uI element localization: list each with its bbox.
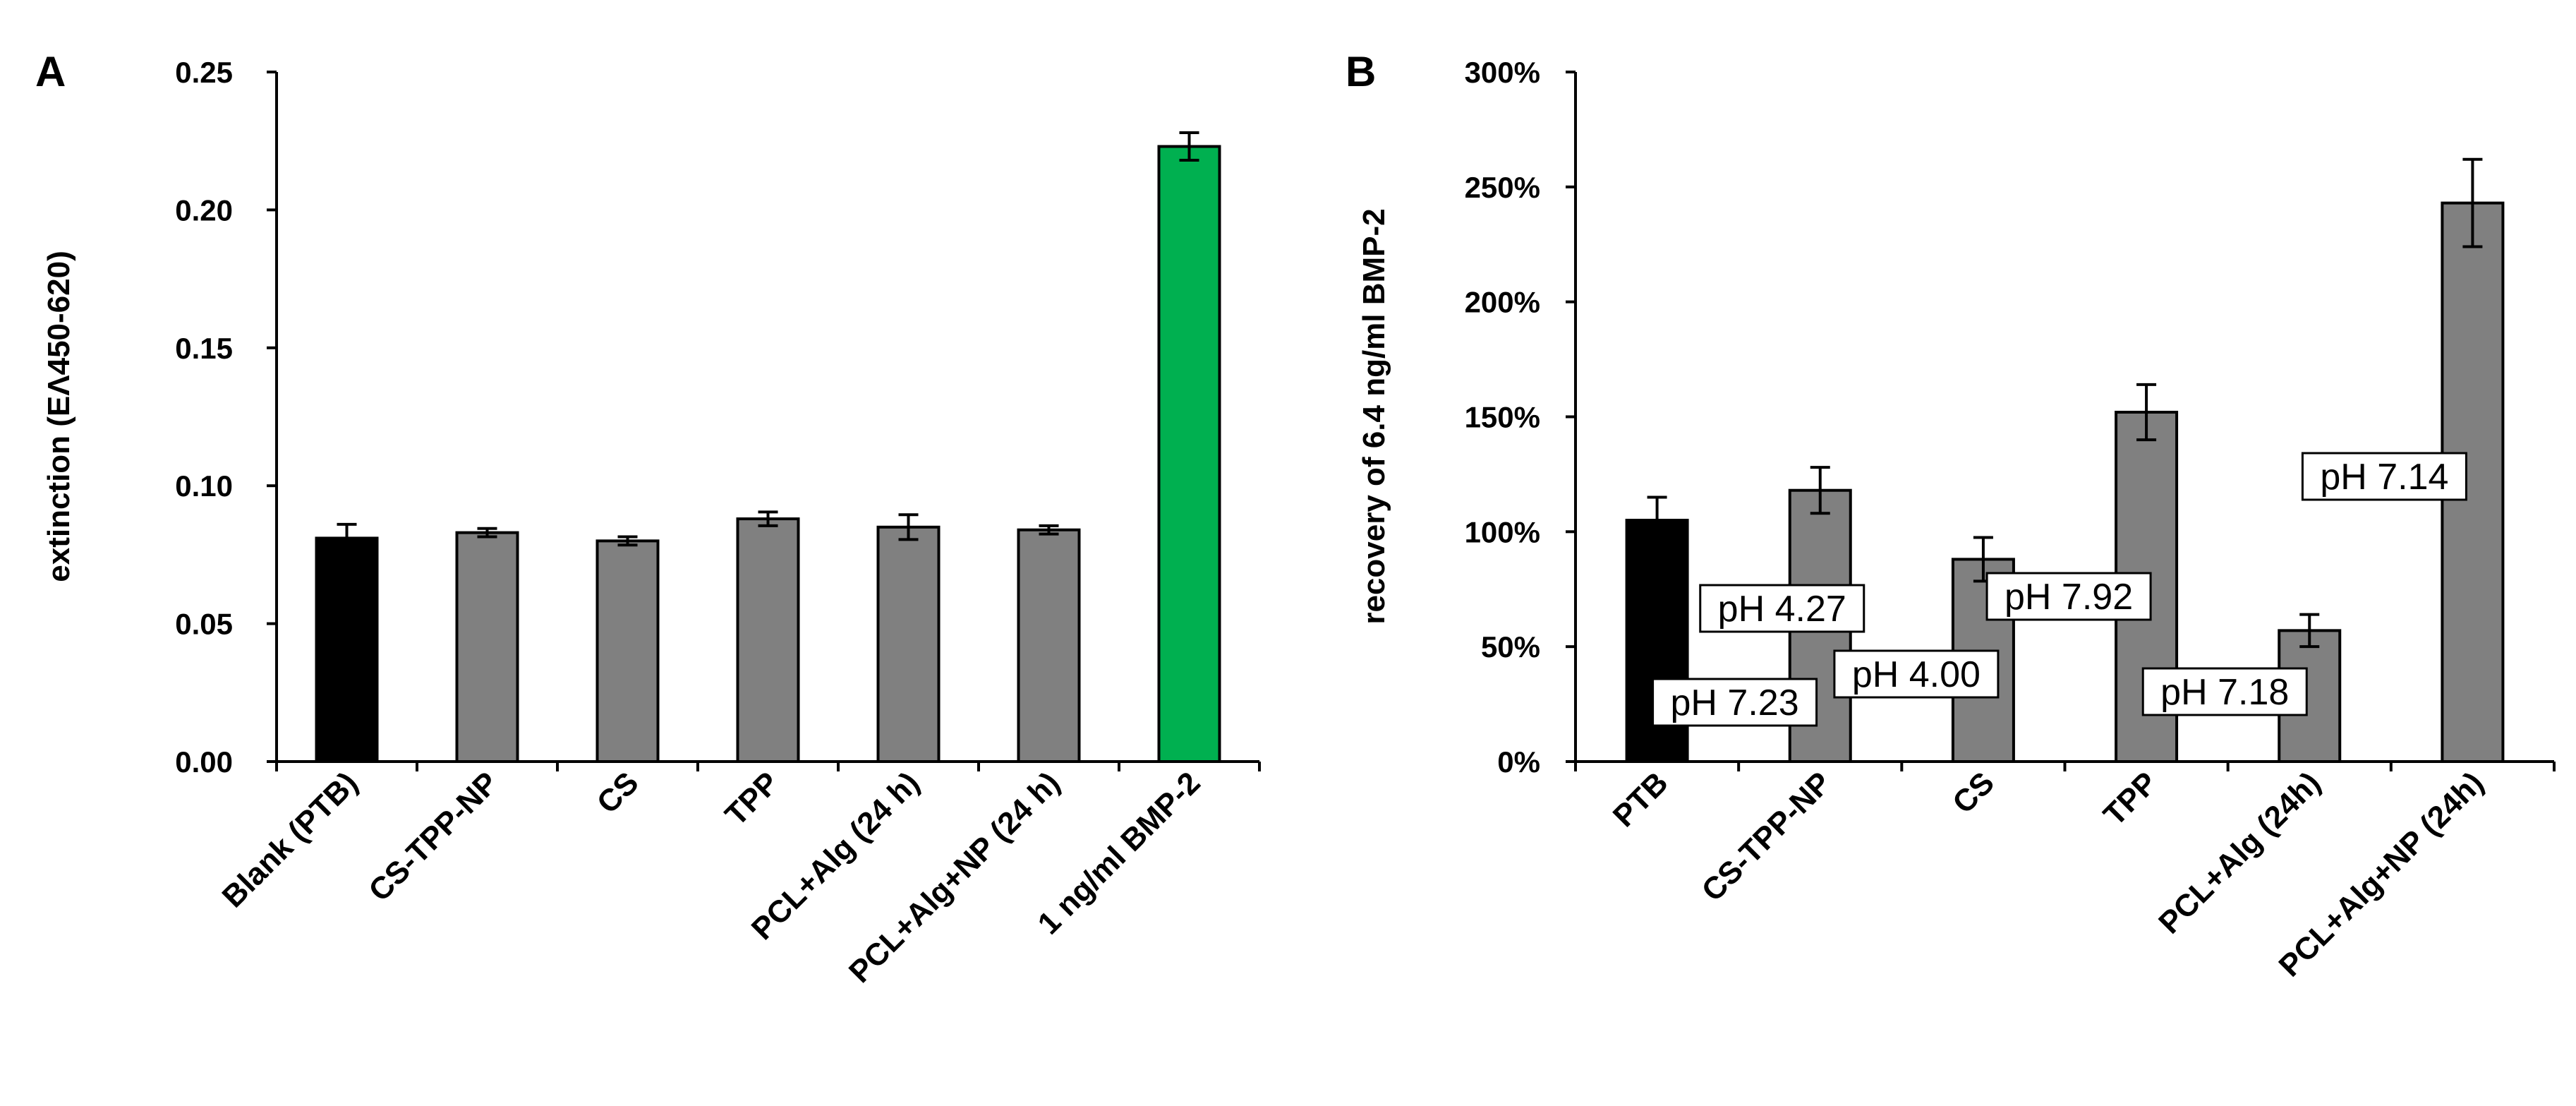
- panel-a-bar: [315, 536, 379, 764]
- panel-b-letter: B: [1346, 48, 1376, 95]
- panel-a-chart: A 0.00 0.05 0.10 0.15 0.20 0.25 extinction (EΛ…: [35, 48, 1261, 990]
- panel-b-y-tick-label: 300%: [1465, 56, 1540, 89]
- panel-b-annotation-label: pH 7.23: [1671, 683, 1799, 723]
- panel-b-annotation-label: pH 7.92: [2004, 577, 2133, 618]
- panel-a-y-tick-label: 0.20: [175, 193, 233, 227]
- panel-b-annotation-box: [1985, 572, 2152, 621]
- panel-a-category-label: CS-TPP-NP: [362, 765, 504, 908]
- panel-a-category-label: Blank (PTB): [216, 765, 365, 914]
- panel-b-annotation-box: [2301, 452, 2467, 501]
- panel-a-y-tick-label: 0.15: [175, 332, 233, 365]
- panel-b-annotation-box: [1699, 584, 1866, 633]
- panel-b-category-label: PTB: [1607, 765, 1675, 834]
- panel-a-bar: [1017, 528, 1081, 764]
- panel-b-annotation-label: pH 4.00: [1852, 654, 1981, 695]
- panel-b-annotation-box: [2141, 667, 2308, 716]
- panel-b-y-tick-label: 100%: [1465, 515, 1540, 548]
- panel-b-annotation-label: pH 4.27: [1718, 589, 1846, 630]
- panel-a-y-axis-title: extinction (EΛ450-620): [42, 251, 76, 582]
- panel-a-y-tick-label: 0.25: [175, 56, 233, 89]
- panel-a-category-label: TPP: [718, 765, 785, 832]
- panel-b-category-label: CS: [1946, 765, 2001, 820]
- panel-b-category-label: PCL+Alg (24h): [2152, 765, 2327, 940]
- panel-a-bar: [736, 517, 800, 763]
- panel-b-y-tick-label: 200%: [1465, 286, 1540, 319]
- panel-b-y-tick-label: 0%: [1497, 745, 1540, 779]
- panel-b-y-tick-label: 50%: [1481, 630, 1540, 663]
- panel-b-y-tick-label: 150%: [1465, 401, 1540, 434]
- panel-a-bar: [1157, 145, 1221, 764]
- panel-a-y-tick-label: 0.05: [175, 608, 233, 641]
- panel-b-y-tick-label: 250%: [1465, 171, 1540, 204]
- panel-b-category-label: CS-TPP-NP: [1695, 765, 1838, 908]
- panel-a-y-tick-label: 0.10: [175, 469, 233, 503]
- panel-b-y-axis-title: recovery of 6.4 ng/ml BMP-2: [1357, 208, 1391, 624]
- panel-b-annotation-box: [1652, 678, 1818, 727]
- panel-b-category-label: TPP: [2097, 765, 2164, 832]
- panel-a-category-label: CS: [591, 765, 646, 820]
- panel-b-chart: B 0% 50% 100% 150% 200% 250% 300% recovery of 6…: [1346, 48, 2556, 983]
- panel-b-annotation-box: [1833, 649, 2000, 699]
- panel-b-annotation-label: pH 7.14: [2320, 457, 2448, 498]
- panel-a-bar: [876, 525, 941, 763]
- panel-a-bar: [595, 539, 660, 763]
- panel-a-bar: [455, 531, 519, 763]
- panel-a-letter: A: [35, 48, 66, 95]
- panel-a-y-tick-label: 0.00: [175, 745, 233, 779]
- panel-b-annotation-label: pH 7.18: [2160, 672, 2289, 713]
